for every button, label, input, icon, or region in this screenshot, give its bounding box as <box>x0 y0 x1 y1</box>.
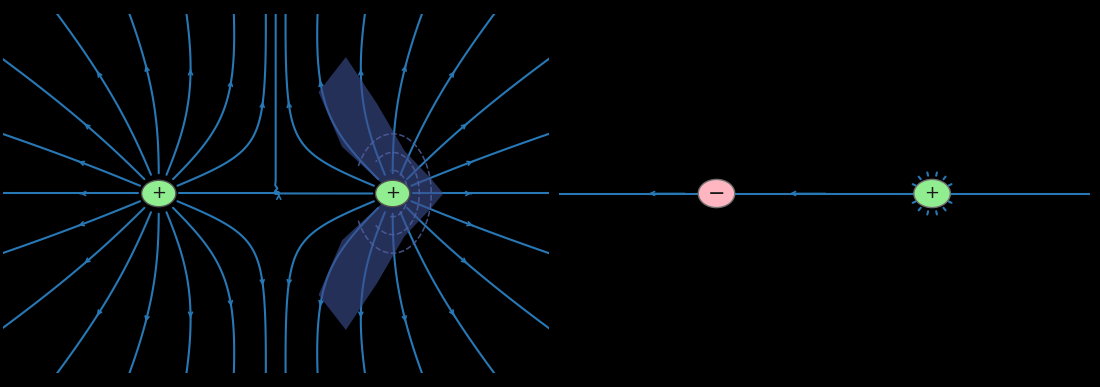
Ellipse shape <box>142 180 176 207</box>
Polygon shape <box>319 57 443 194</box>
Text: −: − <box>707 183 725 204</box>
Text: +: + <box>385 185 400 202</box>
Ellipse shape <box>914 180 950 207</box>
Text: +: + <box>925 185 939 202</box>
Polygon shape <box>319 194 443 330</box>
Ellipse shape <box>375 180 410 207</box>
Text: +: + <box>151 185 166 202</box>
Ellipse shape <box>698 180 735 207</box>
